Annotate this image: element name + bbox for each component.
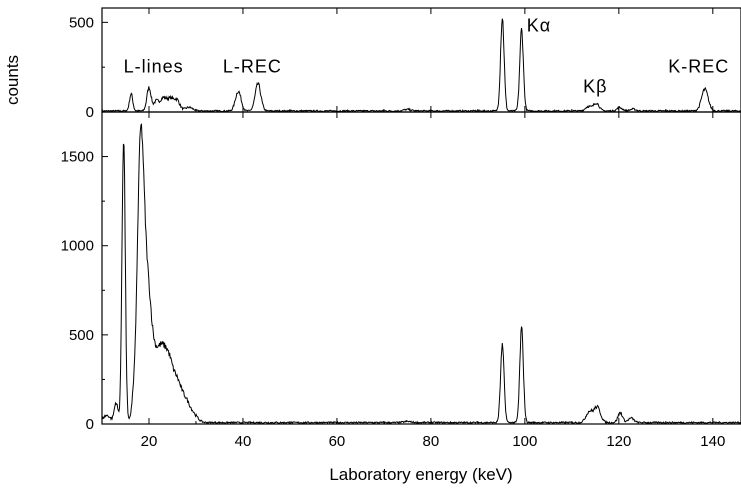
bottom-panel-tick-labels: 0 500 1000 1500 xyxy=(61,149,94,433)
top-panel-frame xyxy=(101,7,741,113)
top-panel-annotations: L-lines L-REC Kα Kβ K-REC xyxy=(124,15,729,96)
x-tick-label: 40 xyxy=(235,433,252,450)
top-spectrum-line xyxy=(101,18,741,113)
x-tick-label: 60 xyxy=(329,433,346,450)
bottom-panel: 0 500 1000 1500 xyxy=(61,111,741,433)
x-tick-label: 100 xyxy=(512,433,537,450)
bottom-panel-ticks xyxy=(101,112,714,425)
y-axis-title: counts xyxy=(3,55,22,105)
bottom-panel-frame xyxy=(101,111,741,425)
y-tick-label: 500 xyxy=(69,327,94,344)
top-panel: 0 500 L-lines L-REC Kα Kβ K-REC xyxy=(69,7,741,121)
x-tick-label: 80 xyxy=(423,433,440,450)
y-tick-label: 1000 xyxy=(61,238,94,255)
x-tick-label: 120 xyxy=(606,433,631,450)
y-tick-label: 0 xyxy=(86,416,94,433)
peak-annotation: Kβ xyxy=(583,76,607,96)
top-panel-ticks xyxy=(101,8,714,113)
y-tick-label: 0 xyxy=(86,104,94,121)
bottom-spectrum-line xyxy=(101,123,741,425)
y-tick-label: 1500 xyxy=(61,149,94,166)
x-axis-tick-labels: 20 40 60 80 100 120 140 xyxy=(141,433,726,450)
x-axis-title: Laboratory energy (keV) xyxy=(329,465,512,484)
peak-annotation: K-REC xyxy=(668,57,729,77)
peak-annotation: L-lines xyxy=(124,57,184,77)
peak-annotation: L-REC xyxy=(223,57,282,77)
x-tick-label: 140 xyxy=(700,433,725,450)
y-tick-label: 500 xyxy=(69,14,94,31)
x-tick-label: 20 xyxy=(141,433,158,450)
peak-annotation: Kα xyxy=(527,15,551,35)
top-panel-tick-labels: 0 500 xyxy=(69,14,94,121)
